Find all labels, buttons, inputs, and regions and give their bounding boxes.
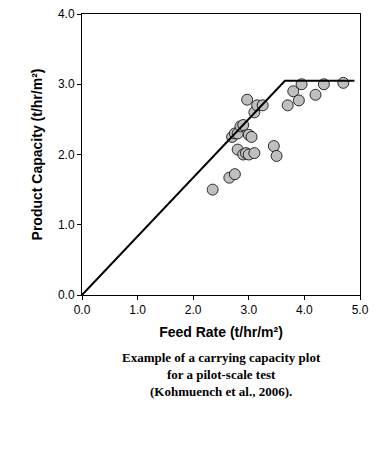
svg-text:2.0: 2.0 — [58, 148, 75, 162]
svg-text:4.0: 4.0 — [58, 7, 75, 21]
svg-text:5.0: 5.0 — [352, 303, 369, 317]
svg-text:1.0: 1.0 — [58, 218, 75, 232]
svg-text:3.0: 3.0 — [240, 303, 257, 317]
svg-text:0.0: 0.0 — [58, 288, 75, 302]
svg-text:Feed Rate (t/hr/m²): Feed Rate (t/hr/m²) — [159, 324, 283, 340]
svg-text:2.0: 2.0 — [185, 303, 202, 317]
svg-text:3.0: 3.0 — [58, 77, 75, 91]
svg-text:4.0: 4.0 — [296, 303, 313, 317]
svg-text:0.0: 0.0 — [74, 303, 91, 317]
svg-text:1.0: 1.0 — [129, 303, 146, 317]
svg-text:Product Capacity (t/hr/m²): Product Capacity (t/hr/m²) — [29, 69, 45, 241]
svg-text:Example of a carrying capacity: Example of a carrying capacity plotfor a… — [122, 350, 321, 399]
